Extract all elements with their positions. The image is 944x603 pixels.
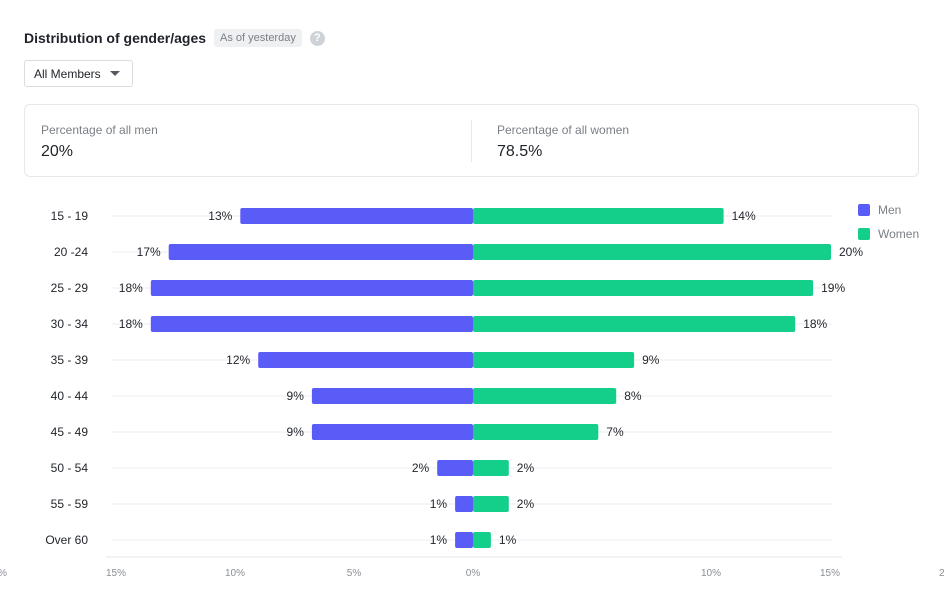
category-label: 20 -24 (54, 245, 88, 259)
category-label: 45 - 49 (51, 425, 89, 439)
men-summary-label: Percentage of all men (41, 123, 158, 137)
category-label: Over 60 (45, 533, 88, 547)
chart-legend: Men Women (858, 198, 919, 246)
question-circle-icon[interactable]: ? (309, 30, 325, 46)
data-label-men: 13% (208, 209, 232, 223)
bar-women (473, 424, 599, 440)
bar-men (168, 244, 473, 260)
category-label: 35 - 39 (51, 353, 89, 367)
data-label-men: 1% (430, 533, 448, 547)
category-label: 50 - 54 (51, 461, 89, 475)
data-label-men: 18% (119, 317, 143, 331)
x-tick-label: 15% (820, 568, 840, 579)
data-label-women: 7% (606, 425, 624, 439)
x-tick-label: 20% (939, 568, 944, 579)
chart-header: Distribution of gender/ages As of yester… (24, 28, 325, 48)
category-label: 40 - 44 (51, 389, 89, 403)
summary-card: Percentage of all men 20% Percentage of … (24, 104, 919, 177)
data-label-women: 9% (642, 353, 660, 367)
data-label-women: 19% (821, 281, 845, 295)
bar-men (311, 388, 473, 404)
bar-men (455, 496, 473, 512)
bar-men (150, 280, 474, 296)
men-summary-value: 20% (41, 143, 74, 160)
data-label-women: 14% (732, 209, 756, 223)
data-label-men: 1% (430, 497, 448, 511)
summary-divider (471, 120, 472, 162)
bar-women (473, 460, 509, 476)
legend-swatch-women (858, 228, 870, 240)
x-tick-label: 0% (466, 568, 481, 579)
chart-title: Distribution of gender/ages (24, 30, 207, 46)
x-tick-label: 15% (106, 568, 126, 579)
category-label: 25 - 29 (51, 281, 89, 295)
data-label-men: 9% (287, 425, 305, 439)
category-label: 15 - 19 (51, 209, 89, 223)
caret-down-icon (110, 71, 120, 76)
bar-women (473, 496, 509, 512)
member-filter-value: All Members (34, 66, 101, 81)
bar-women (473, 352, 635, 368)
data-label-men: 9% (287, 389, 305, 403)
women-summary-label: Percentage of all women (497, 123, 630, 137)
data-label-women: 2% (517, 461, 535, 475)
date-badge: As of yesterday (214, 29, 302, 47)
bar-women (473, 244, 831, 260)
bar-men (437, 460, 473, 476)
bar-women (473, 208, 724, 224)
member-filter-dropdown[interactable]: All Members (24, 60, 133, 87)
data-label-women: 20% (839, 245, 863, 259)
data-label-men: 18% (119, 281, 143, 295)
bar-men (150, 316, 474, 332)
legend-label-men: Men (878, 203, 902, 217)
data-label-men: 2% (412, 461, 430, 475)
x-tick-label: 10% (701, 568, 721, 579)
legend-swatch-men (858, 204, 870, 216)
data-label-men: 17% (137, 245, 161, 259)
x-tick-label: 5% (347, 568, 362, 579)
bar-men (455, 532, 473, 548)
category-label: 30 - 34 (51, 317, 89, 331)
women-summary-value: 78.5% (497, 143, 543, 160)
bar-women (473, 388, 617, 404)
data-label-women: 2% (517, 497, 535, 511)
data-label-women: 8% (624, 389, 642, 403)
x-tick-label: 20% (0, 568, 7, 579)
legend-item-women[interactable]: Women (858, 222, 919, 246)
bar-women (473, 280, 814, 296)
bar-men (240, 208, 473, 224)
bar-men (258, 352, 473, 368)
category-label: 55 - 59 (51, 497, 89, 511)
legend-item-men[interactable]: Men (858, 198, 919, 222)
legend-label-women: Women (878, 227, 920, 241)
data-label-women: 18% (803, 317, 827, 331)
data-label-women: 1% (499, 533, 517, 547)
x-tick-label: 10% (225, 568, 245, 579)
bar-men (311, 424, 473, 440)
bar-women (473, 316, 796, 332)
bar-women (473, 532, 491, 548)
data-label-men: 12% (226, 353, 250, 367)
